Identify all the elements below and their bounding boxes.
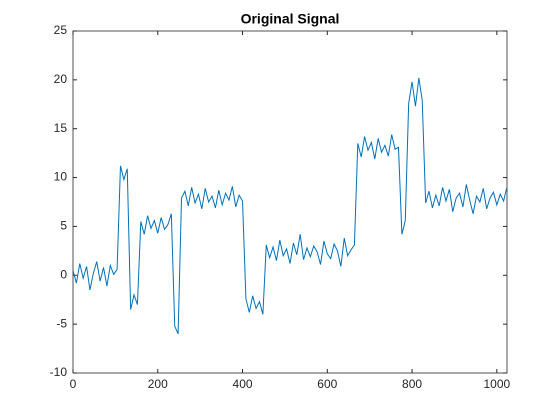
x-tick-label: 400 [233,377,253,391]
axes-box [72,30,508,374]
y-tick-label: 20 [54,72,68,86]
y-tick-label: -10 [50,365,68,379]
y-tick-label: 10 [54,170,68,184]
x-tick-label: 200 [148,377,168,391]
x-tick-label: 800 [402,377,422,391]
y-tick-label: 5 [60,219,67,233]
x-tick-label: 600 [317,377,337,391]
y-tick-label: 0 [60,267,67,281]
y-tick-label: -5 [56,316,67,330]
signal-line [72,77,508,335]
x-tick-label: 1000 [483,377,510,391]
x-tick-label: 0 [70,377,77,391]
chart-title: Original Signal [241,11,340,27]
y-tick-label: 15 [54,121,68,135]
y-tick-label: 25 [54,23,68,37]
